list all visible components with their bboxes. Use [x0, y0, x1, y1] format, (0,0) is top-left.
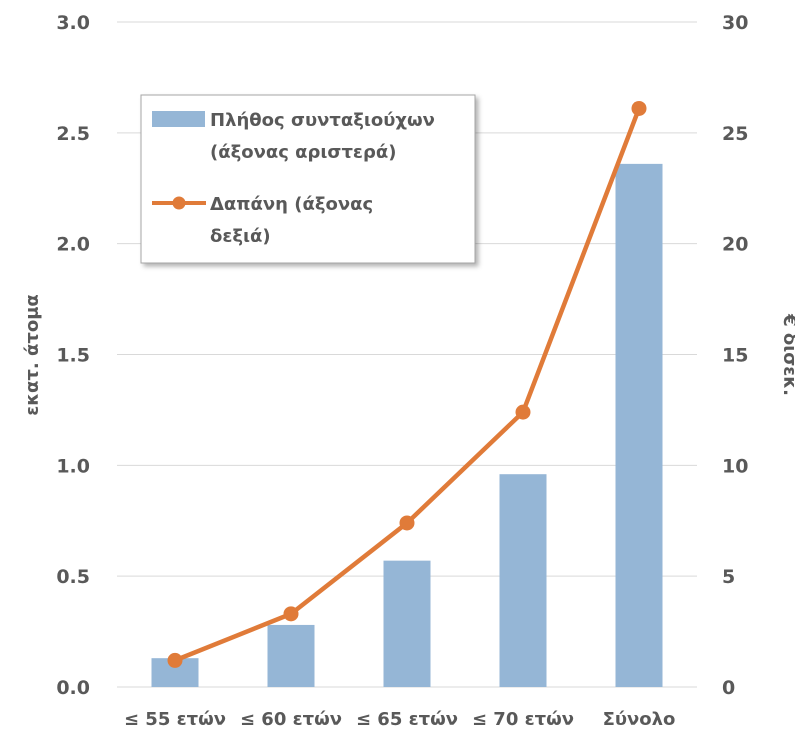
line-series [167, 100, 647, 668]
line-point [283, 606, 299, 622]
left-tick-label: 1.5 [56, 345, 90, 367]
right-tick-label: 10 [722, 455, 748, 477]
category-label: ≤ 60 ετών [240, 709, 342, 730]
right-tick-label: 5 [722, 566, 735, 588]
right-tick-label: 30 [722, 12, 748, 34]
right-axis-ticks: 0 5 10 15 20 25 30 [722, 12, 748, 699]
right-tick-label: 20 [722, 234, 748, 256]
category-axis-ticks: ≤ 55 ετών ≤ 60 ετών ≤ 65 ετών ≤ 70 ετών Σύνο… [124, 709, 675, 730]
bar [267, 624, 315, 687]
legend-line-label-line2: δεξιά) [210, 226, 271, 247]
left-tick-label: 3.0 [56, 12, 90, 34]
right-tick-label: 15 [722, 345, 748, 367]
legend-bar-label-line1: Πλήθος συνταξιούχων [210, 110, 435, 131]
left-tick-label: 2.5 [56, 123, 90, 145]
left-tick-label: 2.0 [56, 234, 90, 256]
bar [615, 163, 663, 687]
category-label: ≤ 55 ετών [124, 709, 226, 730]
legend-line-label-line1: Δαπάνη (άξονας [210, 194, 373, 215]
left-tick-label: 0.5 [56, 566, 90, 588]
left-axis-ticks: 0.0 0.5 1.0 1.5 2.0 2.5 3.0 [56, 12, 90, 699]
category-label: ≤ 65 ετών [356, 709, 458, 730]
line-point [167, 652, 183, 668]
legend: Πλήθος συνταξιούχων (άξονας αριστερά) Δα… [140, 94, 476, 264]
bar [499, 474, 547, 687]
right-tick-label: 0 [722, 677, 735, 699]
line-point [399, 515, 415, 531]
legend-bar-label-line2: (άξονας αριστερά) [210, 142, 396, 163]
right-tick-label: 25 [722, 123, 748, 145]
left-tick-label: 0.0 [56, 677, 90, 699]
bar [383, 560, 431, 687]
line-point [515, 404, 531, 420]
left-tick-label: 1.0 [56, 455, 90, 477]
legend-bar-swatch [152, 111, 205, 127]
bar-series [151, 163, 663, 687]
category-label: Σύνολο [603, 709, 676, 730]
legend-line-marker [172, 196, 186, 210]
left-axis-title: εκατ. άτομα [22, 294, 43, 416]
right-axis-title: € δισεκ. [779, 313, 795, 396]
category-label: ≤ 70 ετών [472, 709, 574, 730]
legend-line-label: Δαπάνη (άξονας δεξιά) [210, 194, 379, 247]
legend-bar-label: Πλήθος συνταξιούχων (άξονας αριστερά) [210, 110, 441, 163]
line-point [631, 100, 647, 116]
